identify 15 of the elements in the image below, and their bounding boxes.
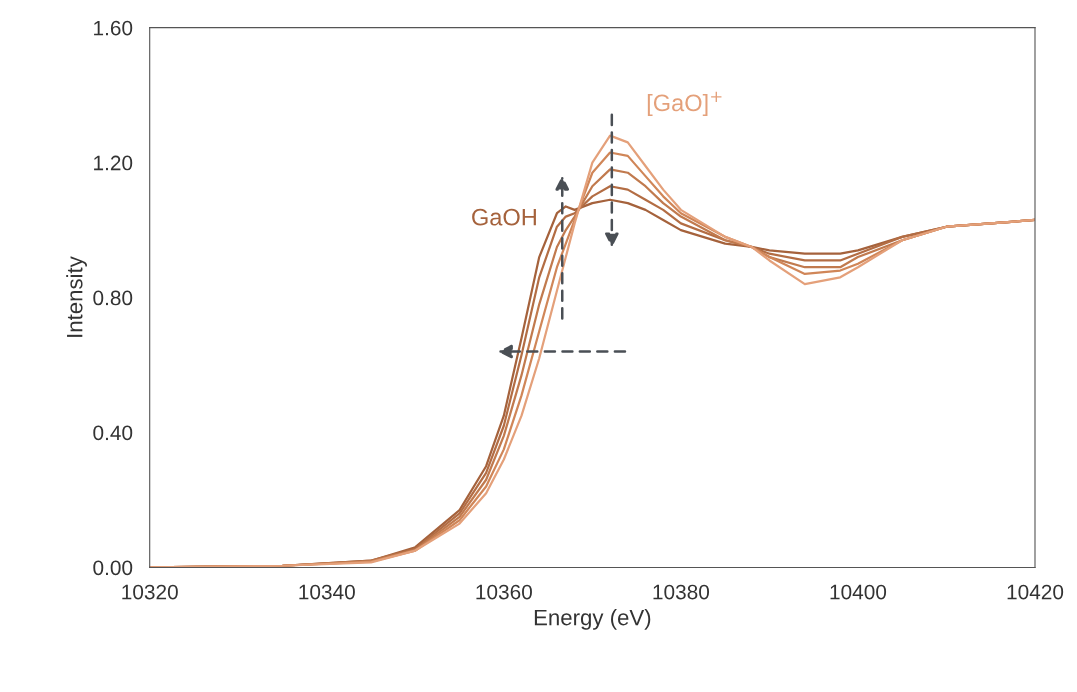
x-tick-label: 10320 bbox=[122, 584, 178, 600]
series-label: [GaO]$^{+}$ bbox=[647, 91, 722, 116]
y-tick-label: 1.60 bbox=[94, 20, 133, 36]
x-tick-label: 10400 bbox=[830, 584, 887, 600]
y-tick-label: 1.20 bbox=[94, 155, 133, 171]
x-tick-label: 10360 bbox=[476, 584, 532, 600]
x-tick-label: 10420 bbox=[1007, 584, 1064, 600]
x-tick-label: 10340 bbox=[299, 584, 355, 600]
series-label: GaOH bbox=[472, 208, 536, 226]
x-axis-title: Energy (eV) bbox=[534, 609, 651, 630]
y-tick-label: 0.80 bbox=[93, 290, 133, 306]
y-tick-label: 0.40 bbox=[93, 425, 133, 441]
x-tick-label: 10380 bbox=[653, 584, 710, 600]
y-tick-label: 0.00 bbox=[93, 560, 133, 576]
y-axis-title: Intensity bbox=[66, 256, 87, 337]
